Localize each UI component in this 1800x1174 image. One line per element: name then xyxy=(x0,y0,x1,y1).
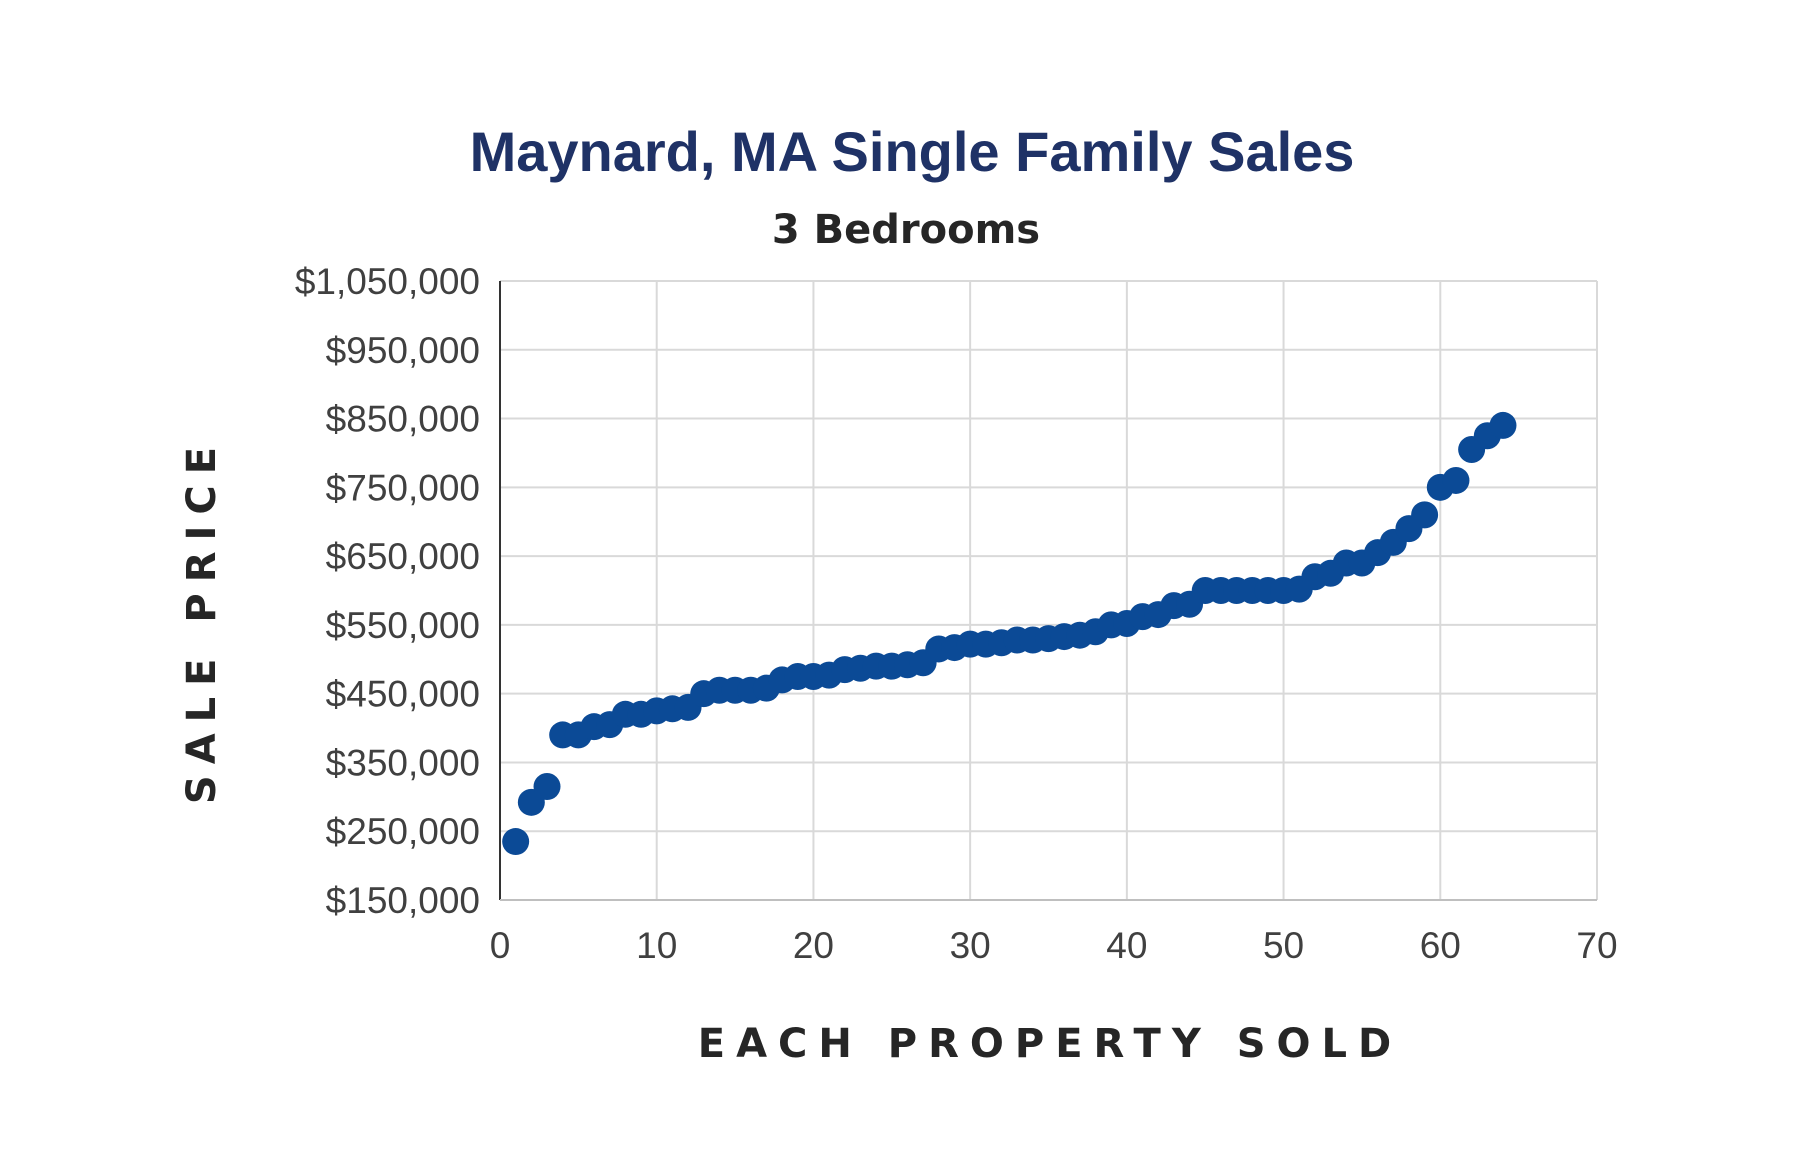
x-tick-label: 60 xyxy=(1420,925,1461,966)
chart-title: Maynard, MA Single Family Sales xyxy=(470,120,1355,183)
data-point xyxy=(1442,466,1470,494)
y-tick-label: $350,000 xyxy=(326,742,480,783)
y-tick-label: $850,000 xyxy=(326,399,480,440)
x-tick-label: 30 xyxy=(950,925,991,966)
y-axis-title: SALE PRICE xyxy=(179,436,225,804)
y-tick-label: $1,050,000 xyxy=(295,261,480,302)
y-tick-label: $950,000 xyxy=(326,330,480,371)
axes xyxy=(499,281,1597,901)
y-tick-label: $150,000 xyxy=(326,880,480,921)
y-tick-label: $550,000 xyxy=(326,605,480,646)
x-tick-label: 20 xyxy=(793,925,834,966)
x-tick-label: 50 xyxy=(1263,925,1304,966)
y-tick-label: $750,000 xyxy=(326,467,480,508)
x-tick-label: 70 xyxy=(1576,925,1617,966)
data-point xyxy=(1411,501,1439,529)
y-axis-ticks: $1,050,000 $950,000 $850,000 $750,000 $650,0… xyxy=(295,261,480,921)
y-tick-label: $250,000 xyxy=(326,811,480,852)
x-tick-label: 0 xyxy=(490,925,511,966)
chart-subtitle: 3 Bedrooms xyxy=(772,207,1040,253)
data-points xyxy=(502,411,1517,856)
data-point xyxy=(1489,411,1517,439)
x-tick-label: 40 xyxy=(1106,925,1147,966)
x-axis-title: EACH PROPERTY SOLD xyxy=(698,1021,1402,1067)
y-tick-label: $450,000 xyxy=(326,674,480,715)
gridlines xyxy=(499,280,1598,901)
data-point xyxy=(502,828,530,856)
data-point xyxy=(533,773,561,801)
y-tick-label: $650,000 xyxy=(326,536,480,577)
x-axis-ticks: 0 10 20 30 40 50 60 70 xyxy=(490,925,1618,966)
x-tick-label: 10 xyxy=(636,925,677,966)
